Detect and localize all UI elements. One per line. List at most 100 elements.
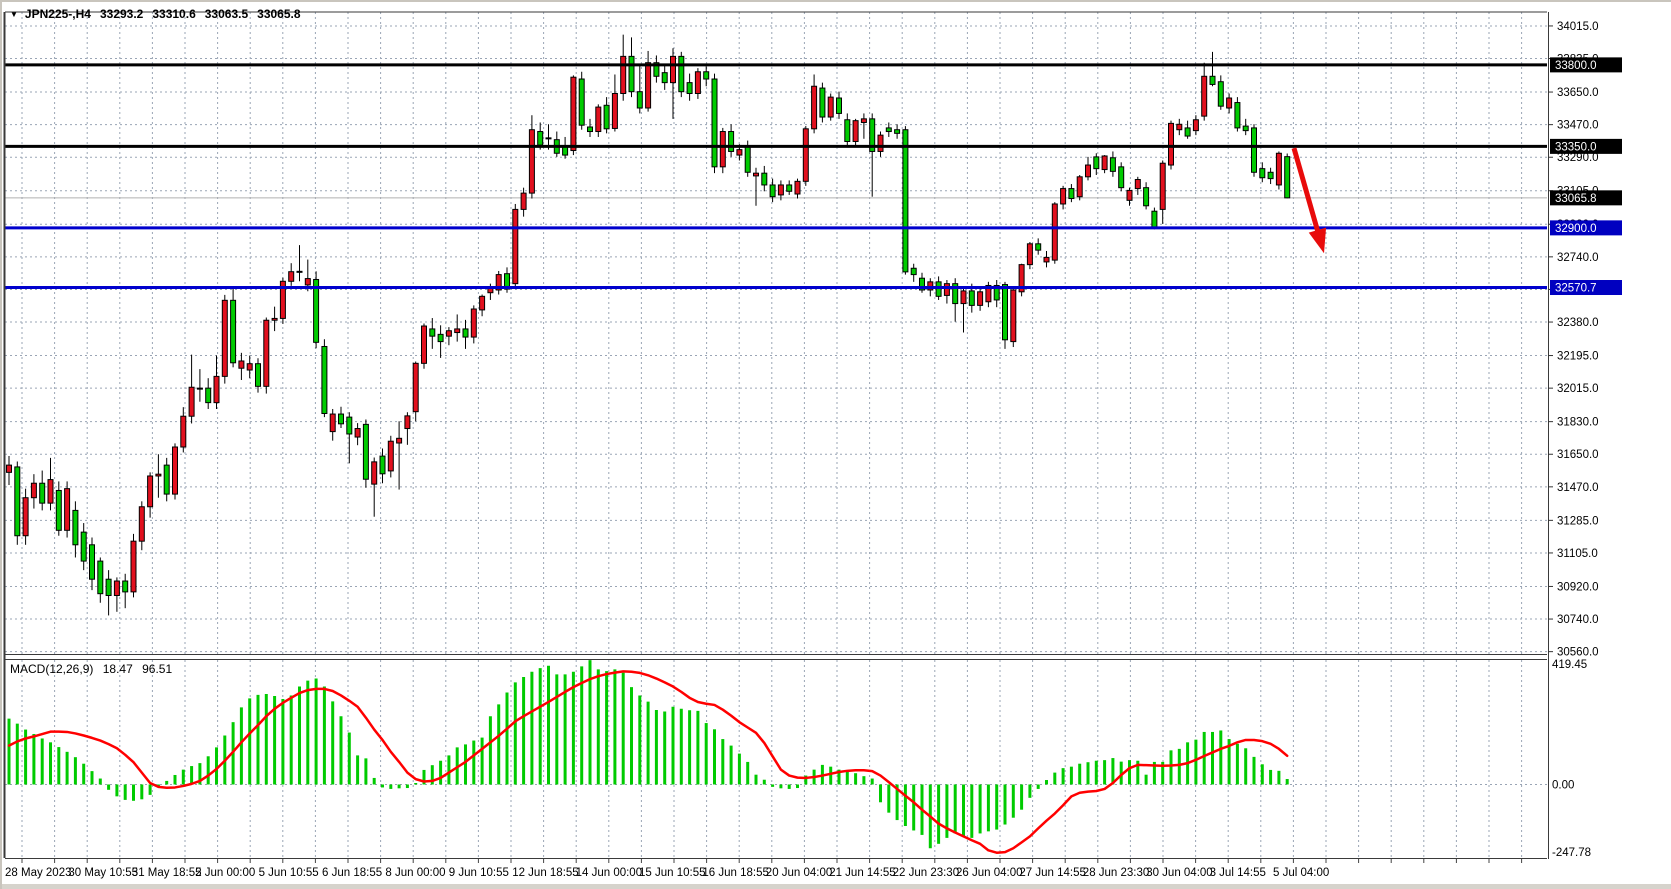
candle-bearish <box>935 281 942 297</box>
candle-bearish <box>910 267 917 276</box>
candle-bullish <box>296 270 303 273</box>
trend-arrow-shaft[interactable] <box>1291 147 1322 237</box>
price-tick-label: 33290.0 <box>1557 152 1599 164</box>
ohlc-high: 33310.6 <box>152 7 196 21</box>
candle-bullish <box>221 299 228 377</box>
price-tick-label: 31105.0 <box>1557 548 1598 560</box>
candle-bearish <box>437 333 444 343</box>
candle-bullish <box>852 120 859 142</box>
candle-bullish <box>396 437 403 444</box>
candle-bearish <box>869 118 876 152</box>
candle-bearish <box>1002 284 1008 341</box>
candle-bearish <box>230 299 237 364</box>
time-label: 3 Jul 14:55 <box>1210 867 1266 879</box>
candle-bearish <box>678 55 685 93</box>
candle-bearish <box>1151 210 1158 229</box>
candle-bearish <box>362 423 369 480</box>
candle-bullish <box>279 280 286 319</box>
candle-bearish <box>1109 157 1116 172</box>
price-tick-label: 31830.0 <box>1557 417 1599 429</box>
candle-bearish <box>14 466 21 537</box>
candle-bullish <box>777 184 784 196</box>
candle-bullish <box>421 325 427 364</box>
candle-bullish <box>288 271 295 282</box>
candle-bearish <box>902 129 909 273</box>
candle-bullish <box>30 482 37 499</box>
candle-bullish <box>802 128 809 182</box>
candle-bearish <box>786 184 793 192</box>
time-label: 5 Jul 04:00 <box>1273 867 1329 879</box>
candle-bullish <box>22 497 29 537</box>
price-badge <box>1550 57 1622 73</box>
candle-bullish <box>794 180 801 195</box>
macd-axis-label: 0.00 <box>1552 779 1574 791</box>
candle-bullish <box>1168 122 1174 166</box>
time-label: 26 Jun 04:00 <box>956 867 1023 879</box>
time-label: 8 Jun 00:00 <box>385 867 445 879</box>
candle-bullish <box>180 415 187 448</box>
candle-bullish <box>238 360 245 369</box>
candle-bullish <box>495 274 502 291</box>
time-label: 22 Jun 23:30 <box>893 867 960 879</box>
candle-bearish <box>919 277 925 291</box>
candle-bearish <box>819 87 826 118</box>
candle-bullish <box>977 291 984 306</box>
candle-bullish <box>47 479 54 504</box>
candle-bearish <box>661 72 668 84</box>
candle-bullish <box>719 131 726 168</box>
candle-bullish <box>736 149 743 156</box>
candle-bearish <box>89 544 95 580</box>
candle-bearish <box>952 283 959 305</box>
price-tick-label: 33650.0 <box>1557 87 1599 99</box>
candle-bullish <box>1159 162 1166 210</box>
macd-main-value: 18.47 <box>102 662 133 676</box>
candle-bearish <box>1284 156 1291 199</box>
candle-bearish <box>686 82 693 94</box>
symbol-dropdown-icon[interactable]: ▼ <box>10 9 18 19</box>
time-label: 27 Jun 14:55 <box>1019 867 1086 879</box>
price-badge-label: 33350.0 <box>1555 141 1597 153</box>
time-label: 30 Jun 04:00 <box>1146 867 1213 879</box>
candle-bearish <box>578 78 585 126</box>
candle-bullish <box>113 580 120 597</box>
candle-bullish <box>304 278 311 286</box>
candle-bullish <box>479 295 486 311</box>
candle-bullish <box>470 308 477 338</box>
candle-bearish <box>968 290 975 306</box>
candle-bearish <box>1209 75 1216 85</box>
time-label: 9 Jun 10:55 <box>449 867 509 879</box>
price-tick-label: 30560.0 <box>1557 647 1599 659</box>
candle-bullish <box>172 446 178 495</box>
trend-arrow-head[interactable] <box>1308 227 1327 254</box>
candle-bullish <box>6 464 12 473</box>
candle-bearish <box>894 129 901 134</box>
candle-bearish <box>587 126 593 133</box>
candle-bearish <box>338 413 344 425</box>
candle-bearish <box>1035 243 1042 251</box>
time-label: 28 Jun 23:30 <box>1083 867 1150 879</box>
candle-bullish <box>985 284 992 303</box>
candle-bullish <box>570 76 577 152</box>
candle-bullish <box>545 137 552 140</box>
candle-bearish <box>562 146 569 156</box>
price-tick-label: 32380.0 <box>1557 317 1599 329</box>
candle-bearish <box>1251 127 1257 173</box>
candle-bullish <box>753 172 759 177</box>
candle-bullish <box>1201 75 1208 117</box>
candle-bullish <box>1010 289 1017 343</box>
candle-bullish <box>1101 155 1108 171</box>
candle-bullish <box>445 330 452 337</box>
ohlc-open: 33293.2 <box>99 7 144 21</box>
candle-bearish <box>703 71 710 80</box>
candle-bullish <box>927 281 934 291</box>
time-label: 20 Jun 04:00 <box>766 867 833 879</box>
candle-bullish <box>263 319 270 387</box>
candle-bearish <box>97 560 104 595</box>
candle-bullish <box>670 55 676 84</box>
candle-bearish <box>1217 81 1224 107</box>
candle-bullish <box>454 328 461 334</box>
ohlc-low: 33063.5 <box>204 7 249 21</box>
candle-bullish <box>354 428 361 438</box>
candle-bullish <box>246 363 253 371</box>
